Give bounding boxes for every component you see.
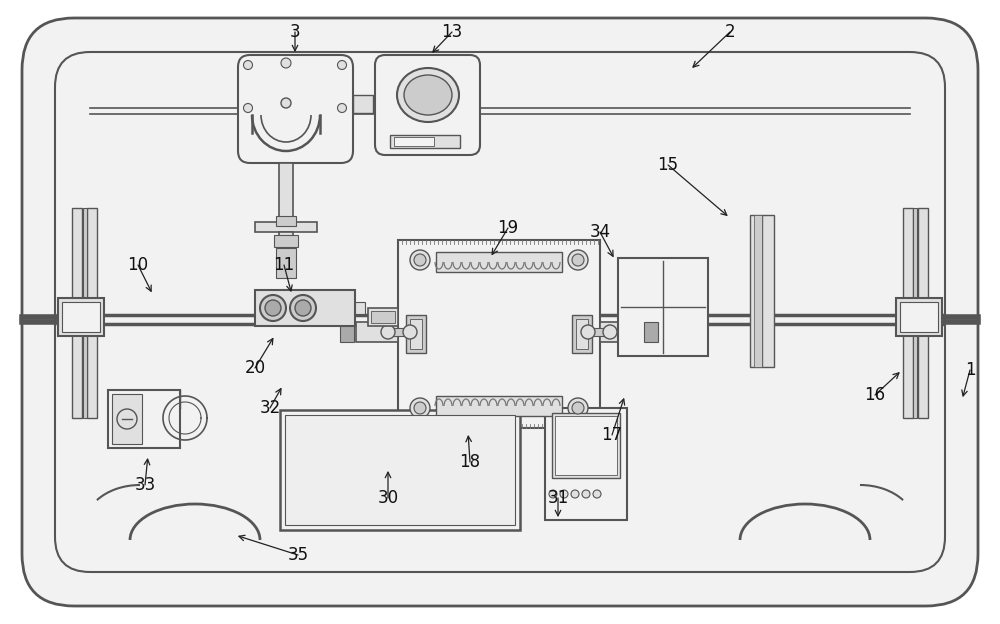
Bar [900,302,938,332]
Circle shape [582,490,590,498]
Circle shape [593,490,601,498]
Text: 32: 32 [259,399,281,417]
Bar [552,413,620,478]
Bar [274,235,298,247]
Circle shape [338,104,347,112]
Text: 17: 17 [601,426,623,444]
Bar [436,396,562,416]
Circle shape [281,58,291,68]
Bar [572,315,592,353]
Text: 35: 35 [287,546,309,564]
FancyBboxPatch shape [375,55,480,155]
Bar [112,394,142,444]
Bar [87,208,97,418]
Circle shape [560,490,568,498]
Circle shape [603,325,617,339]
Bar [436,252,562,272]
Circle shape [260,295,286,321]
Bar [390,135,460,148]
Circle shape [414,402,426,414]
Bar [276,248,296,278]
Bar [750,215,762,367]
Bar [600,322,642,342]
Bar [72,208,82,418]
Text: 20: 20 [244,359,266,377]
Text: 2: 2 [725,23,735,41]
Bar [62,302,100,332]
Bar [340,322,354,342]
Text: 34: 34 [589,223,611,241]
Ellipse shape [404,75,452,115]
Circle shape [281,98,291,108]
Text: 33: 33 [134,476,156,494]
Bar [58,298,104,336]
Text: 10: 10 [127,256,149,274]
Text: 1: 1 [965,361,975,379]
Bar [588,328,610,336]
Text: 18: 18 [459,453,481,471]
Circle shape [265,300,281,316]
Bar [903,208,913,418]
Circle shape [568,250,588,270]
Bar [353,95,373,113]
Bar [918,208,928,418]
Bar [644,322,658,342]
Circle shape [572,402,584,414]
Text: 13: 13 [441,23,463,41]
Circle shape [410,398,430,418]
Circle shape [568,398,588,418]
Text: 11: 11 [273,256,295,274]
Text: 15: 15 [657,156,679,174]
Circle shape [381,325,395,339]
Bar [279,232,293,277]
Bar [276,216,296,226]
Circle shape [572,254,584,266]
Text: 19: 19 [497,219,519,237]
Bar [896,298,942,336]
Bar [371,311,395,323]
Circle shape [581,325,595,339]
Bar [576,319,588,349]
Text: 16: 16 [864,386,886,404]
Bar [398,240,600,428]
Circle shape [414,254,426,266]
Circle shape [117,409,137,429]
Circle shape [244,61,252,69]
Bar [754,215,762,367]
Ellipse shape [397,68,459,122]
Circle shape [290,295,316,321]
Bar [555,416,617,475]
Circle shape [571,490,579,498]
Bar [368,308,398,326]
Circle shape [410,250,430,270]
Bar [388,328,410,336]
Bar [410,319,422,349]
Bar [285,415,515,525]
FancyBboxPatch shape [22,18,978,606]
Bar [545,408,627,520]
Circle shape [244,104,252,112]
Text: 31: 31 [547,489,569,507]
FancyBboxPatch shape [238,55,353,163]
Circle shape [403,325,417,339]
Bar [356,322,398,342]
Bar [762,215,774,367]
Text: 3: 3 [290,23,300,41]
Circle shape [338,61,347,69]
Bar [255,222,317,232]
Circle shape [549,490,557,498]
Bar [394,137,434,146]
Bar [355,302,365,314]
Bar [279,163,293,225]
Circle shape [295,300,311,316]
Bar [83,208,87,418]
Bar [913,208,917,418]
Bar [255,290,355,326]
Bar [618,258,708,356]
Bar [280,410,520,530]
Bar [406,315,426,353]
Text: 30: 30 [377,489,399,507]
Bar [108,390,180,448]
